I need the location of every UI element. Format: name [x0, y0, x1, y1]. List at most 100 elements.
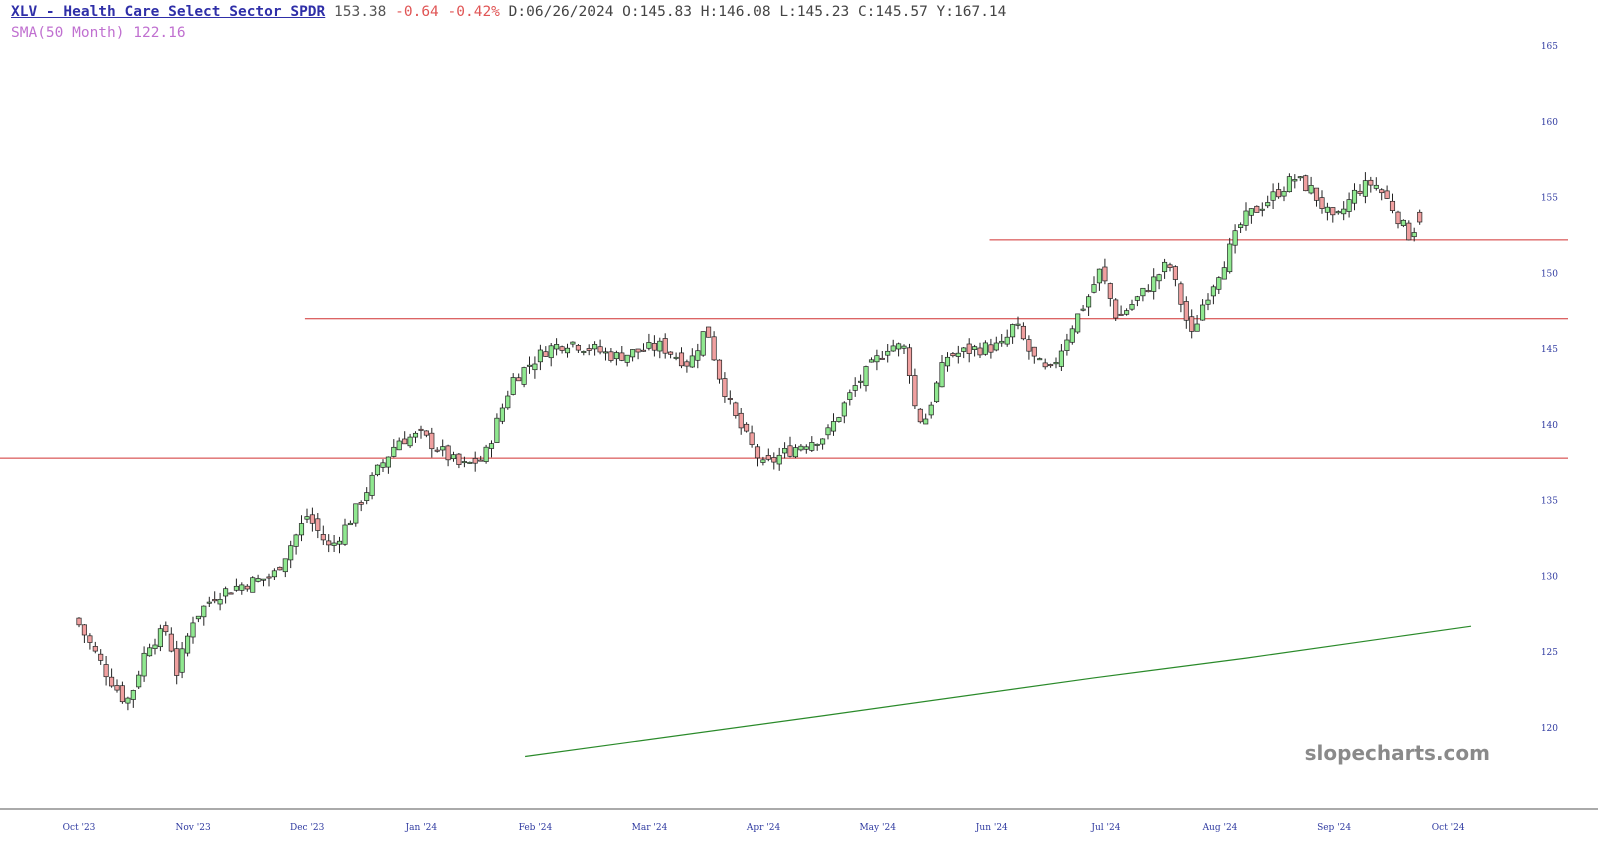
candle-body-down — [1313, 187, 1320, 201]
candle — [532, 356, 538, 379]
candle — [1156, 273, 1162, 290]
candle — [467, 461, 473, 464]
candle-body-down — [472, 458, 478, 464]
candle — [787, 436, 793, 458]
candle-body-down — [651, 343, 657, 351]
candle-body-down — [977, 347, 983, 356]
candle-body-up — [391, 446, 397, 457]
candle-body-down — [1254, 205, 1260, 213]
candle-body-down — [98, 653, 104, 661]
candle — [776, 447, 782, 471]
candle-body-up — [407, 436, 413, 447]
candle-body-down — [1183, 301, 1189, 321]
candle — [1162, 258, 1168, 279]
last-price: 153.38 — [334, 4, 387, 20]
candle-body-down — [320, 534, 326, 541]
candle-body-up — [885, 350, 891, 356]
candle-body-up — [1346, 199, 1352, 212]
candle — [657, 337, 663, 359]
candle-body-up — [136, 674, 142, 688]
candle — [955, 345, 961, 364]
candle-body-down — [1178, 283, 1184, 305]
candle — [1417, 209, 1423, 225]
candle — [488, 440, 495, 458]
candle — [1324, 202, 1330, 221]
low-value: 145.23 — [796, 4, 850, 20]
candle-body-down — [244, 585, 250, 590]
candle-body-up — [1270, 191, 1276, 201]
candle-body-up — [483, 446, 489, 462]
candle — [212, 591, 218, 604]
candle — [277, 566, 283, 571]
candle — [706, 326, 712, 338]
candle — [429, 427, 435, 458]
candle-body-up — [282, 558, 288, 573]
candle-body-up — [1037, 358, 1043, 361]
candle — [152, 638, 158, 655]
candle — [157, 624, 163, 652]
candle — [1048, 363, 1054, 368]
candle-body-down — [103, 664, 109, 678]
candle-body-up — [255, 578, 261, 582]
candle — [1210, 284, 1216, 305]
candle — [391, 439, 397, 458]
x-tick-label: Oct '24 — [1432, 823, 1465, 833]
candle — [1368, 176, 1374, 193]
candle-body-up — [510, 377, 516, 395]
candle — [1362, 172, 1368, 204]
candle — [1335, 210, 1341, 215]
candle-body-up — [195, 615, 201, 620]
candle — [711, 331, 717, 361]
candle — [934, 381, 940, 403]
candle-body-down — [722, 378, 728, 397]
candle-body-down — [266, 576, 272, 579]
candle — [749, 425, 755, 448]
candle-body-down — [119, 685, 125, 703]
candle-body-down — [787, 445, 793, 457]
candle — [1395, 210, 1401, 229]
candle-body-down — [608, 351, 614, 361]
candle — [450, 451, 457, 462]
candle — [472, 451, 478, 472]
y-label: Y: — [936, 4, 955, 20]
candle-body-up — [825, 427, 831, 436]
candle — [103, 656, 109, 686]
candle — [244, 584, 250, 592]
candle-body-up — [147, 647, 153, 657]
candle — [1086, 294, 1092, 316]
candle — [412, 431, 419, 443]
candle-body-up — [521, 367, 527, 385]
candle — [1167, 262, 1173, 272]
sma-polyline — [525, 625, 1472, 758]
candle-body-down — [559, 346, 565, 351]
candle-body-up — [179, 648, 185, 673]
y-tick-label: 135 — [1541, 497, 1558, 507]
candle — [662, 333, 668, 359]
candle — [906, 343, 913, 384]
candle — [260, 578, 267, 587]
candle-body-down — [423, 430, 429, 436]
candle — [1183, 296, 1189, 329]
candle — [1221, 261, 1227, 280]
candle-body-up — [999, 340, 1005, 344]
candle — [81, 624, 87, 643]
candle-body-up — [814, 443, 820, 446]
candle — [1232, 224, 1238, 254]
candle-body-down — [716, 359, 723, 380]
candle — [1286, 173, 1292, 193]
ticker-title-link[interactable]: XLV - Health Care Select Sector SPDR — [11, 4, 326, 20]
candle-body-up — [792, 447, 799, 458]
candle-body-down — [1102, 266, 1108, 282]
candle-body-up — [1194, 323, 1200, 332]
candle-body-up — [331, 542, 337, 546]
candle-body-up — [440, 446, 446, 451]
candle — [733, 401, 739, 419]
candle — [700, 331, 706, 357]
candle — [1373, 177, 1379, 191]
candle — [695, 343, 701, 369]
candle-body-up — [1292, 179, 1298, 182]
candle-body-up — [505, 395, 511, 409]
candle-body-up — [152, 644, 158, 649]
candle-body-up — [776, 454, 782, 465]
